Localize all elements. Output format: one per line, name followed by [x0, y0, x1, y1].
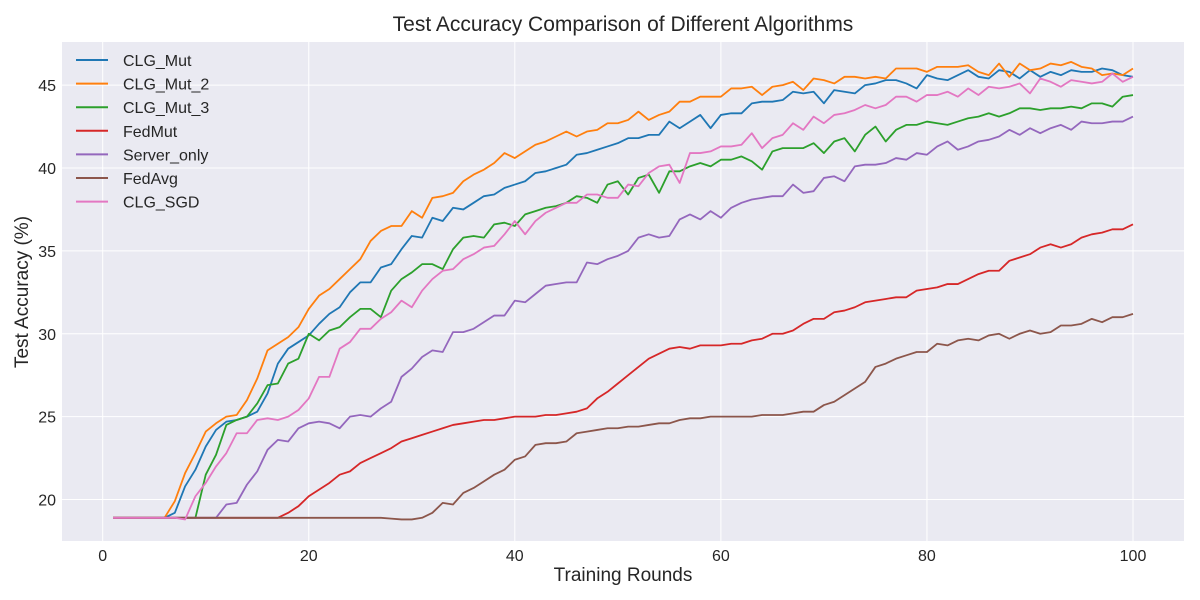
y-axis-label: Test Accuracy (%) — [12, 216, 33, 368]
legend-item: CLG_Mut — [76, 53, 192, 70]
legend-label: FedMut — [123, 124, 178, 141]
x-tick-label: 100 — [1120, 548, 1147, 565]
y-tick-label: 30 — [38, 327, 56, 344]
legend-label: CLG_Mut_2 — [123, 77, 209, 94]
chart-title: Test Accuracy Comparison of Different Al… — [393, 13, 854, 36]
y-axis-ticks: 20 25 30 35 40 45 — [38, 78, 56, 509]
series-lines — [113, 60, 1134, 521]
series-line-clg-mut-2 — [113, 60, 1134, 519]
legend-item: CLG_SGD — [76, 195, 199, 212]
legend-label: CLG_Mut — [123, 53, 192, 70]
series-line-clg-mut-3 — [113, 94, 1134, 519]
legend-item: CLG_Mut_3 — [76, 100, 209, 117]
x-axis-label: Training Rounds — [554, 565, 693, 586]
x-tick-label: 80 — [918, 548, 936, 565]
plot-background — [62, 42, 1184, 541]
y-tick-label: 45 — [38, 78, 56, 95]
plot-area — [62, 42, 1184, 541]
legend-label: CLG_SGD — [123, 195, 199, 212]
legend-label: FedAvg — [123, 171, 178, 188]
x-tick-label: 20 — [300, 548, 318, 565]
y-tick-label: 25 — [38, 410, 56, 427]
legend: CLG_Mut CLG_Mut_2 CLG_Mut_3 FedMut Server_on… — [76, 53, 209, 212]
legend-item: CLG_Mut_2 — [76, 77, 209, 94]
legend-label: CLG_Mut_3 — [123, 100, 209, 117]
y-tick-label: 20 — [38, 493, 56, 510]
x-tick-label: 60 — [712, 548, 730, 565]
y-tick-label: 40 — [38, 161, 56, 178]
legend-item: FedAvg — [76, 171, 178, 188]
x-axis-ticks: 0 20 40 60 80 100 — [98, 548, 1146, 565]
series-line-clg-mut — [113, 67, 1134, 519]
series-line-server-only — [113, 115, 1134, 519]
legend-label: Server_only — [123, 147, 208, 164]
series-line-clg-sgd — [113, 72, 1134, 521]
series-line-fedmut — [113, 223, 1134, 519]
x-tick-label: 40 — [506, 548, 524, 565]
series-line-fedavg — [113, 313, 1134, 521]
x-tick-label: 0 — [98, 548, 107, 565]
legend-item: Server_only — [76, 147, 208, 164]
legend-item: FedMut — [76, 124, 178, 141]
y-tick-label: 35 — [38, 244, 56, 261]
